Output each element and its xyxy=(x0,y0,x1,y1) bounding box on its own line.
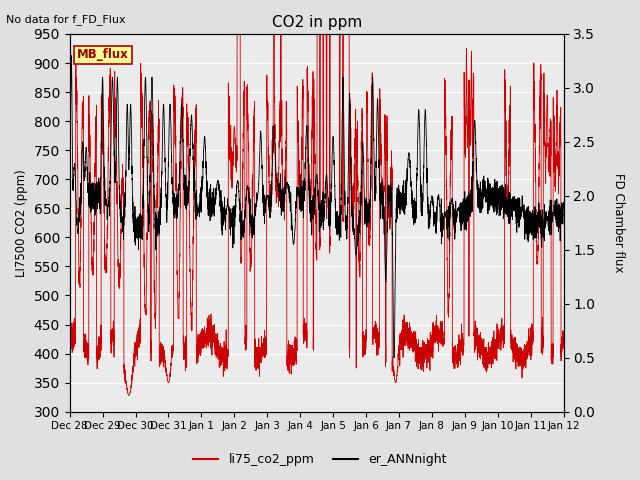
Y-axis label: FD Chamber flux: FD Chamber flux xyxy=(612,173,625,273)
Text: No data for f_FD_Flux: No data for f_FD_Flux xyxy=(6,14,126,25)
Y-axis label: LI7500 CO2 (ppm): LI7500 CO2 (ppm) xyxy=(15,169,28,276)
Title: CO2 in ppm: CO2 in ppm xyxy=(271,15,362,30)
Text: MB_flux: MB_flux xyxy=(77,48,129,61)
Legend: li75_co2_ppm, er_ANNnight: li75_co2_ppm, er_ANNnight xyxy=(188,448,452,471)
